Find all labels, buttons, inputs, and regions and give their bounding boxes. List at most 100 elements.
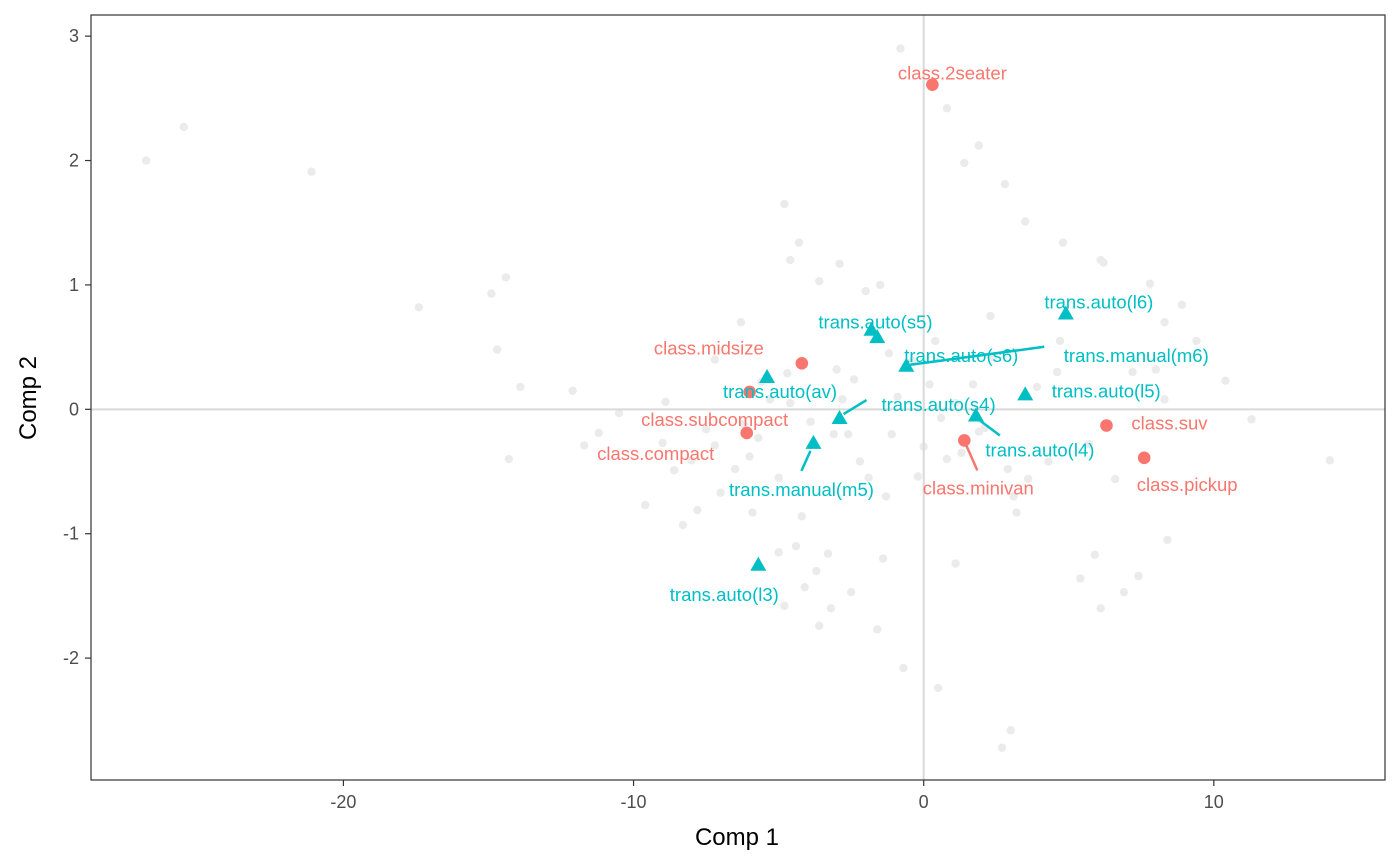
background-point <box>1160 318 1169 327</box>
background-point <box>1076 574 1085 583</box>
background-point <box>846 587 856 597</box>
background-point <box>1058 238 1068 247</box>
background-point <box>797 512 807 521</box>
point-labels: class.2seater class.midsize class.subcompa… <box>597 63 1237 605</box>
point-label: trans.auto(l4) <box>985 440 1094 461</box>
background-point <box>774 473 783 482</box>
background-point <box>736 318 746 327</box>
background-point <box>873 625 882 634</box>
background-point <box>716 488 725 497</box>
point-label: trans.auto(s6) <box>904 345 1018 366</box>
background-point <box>951 559 960 568</box>
background-point <box>829 429 838 439</box>
background-point <box>878 554 888 563</box>
background-point <box>492 345 502 354</box>
background-point <box>936 413 946 423</box>
point-label: trans.auto(l3) <box>670 584 779 605</box>
highlight-markers <box>740 78 1151 571</box>
background-point <box>179 122 189 132</box>
background-point <box>997 743 1007 752</box>
point-label: trans.manual(m5) <box>729 479 874 500</box>
background-point <box>1160 395 1169 404</box>
background-point <box>960 158 969 168</box>
background-point <box>1052 367 1062 377</box>
background-point <box>786 255 795 265</box>
background-point <box>815 276 824 286</box>
background-point <box>774 548 783 557</box>
background-point <box>1145 279 1155 288</box>
y-axis: -2 -1 0 1 2 3 <box>63 26 91 668</box>
trans-point-marker <box>863 321 880 336</box>
point-label: class.2seater <box>898 63 1007 84</box>
background-point <box>849 375 859 384</box>
background-point <box>504 454 513 464</box>
background-point <box>1032 382 1042 392</box>
background-point <box>1055 336 1065 346</box>
background-point <box>1021 217 1030 226</box>
background-point <box>1151 365 1160 374</box>
x-tick-label: 0 <box>919 792 929 812</box>
background-point <box>1192 336 1201 346</box>
background-point <box>791 541 801 551</box>
y-tick-label: 0 <box>69 399 79 419</box>
background-point <box>1221 376 1230 385</box>
point-label: class.compact <box>597 443 714 464</box>
trans-point-marker <box>898 357 915 372</box>
background-point <box>1096 255 1105 265</box>
background-point <box>925 380 934 389</box>
background-point <box>1006 726 1015 735</box>
trans-point-marker <box>1017 386 1034 401</box>
background-point <box>786 398 795 408</box>
leader-line <box>800 450 812 472</box>
y-tick-label: -2 <box>63 648 79 668</box>
background-point <box>1003 464 1013 474</box>
point-label: class.subcompact <box>641 409 788 430</box>
trans-point-marker <box>1057 305 1074 320</box>
background-point <box>1044 457 1053 466</box>
background-point <box>594 428 603 438</box>
background-point <box>907 356 917 366</box>
leader-line <box>979 419 1001 437</box>
point-label: trans.manual(m6) <box>1064 345 1209 366</box>
point-label: class.suv <box>1131 412 1208 433</box>
background-point <box>1134 571 1143 581</box>
background-point <box>580 441 589 450</box>
background-point <box>730 464 740 474</box>
trans-point-marker <box>805 434 822 449</box>
background-point <box>887 429 896 439</box>
background-point <box>974 427 984 436</box>
background-point <box>745 452 754 461</box>
background-point <box>835 259 844 268</box>
background-point <box>875 280 885 290</box>
background-point <box>640 500 650 510</box>
background-point <box>986 311 995 321</box>
trans-point-marker <box>967 407 984 422</box>
background-point <box>754 433 763 443</box>
background-point <box>687 456 696 465</box>
background-point <box>710 441 719 450</box>
y-axis-title: Comp 2 <box>15 356 42 440</box>
background-point <box>1119 587 1129 597</box>
background-point <box>1110 474 1120 484</box>
background-point <box>899 663 908 673</box>
background-point <box>855 457 865 466</box>
y-tick-label: -1 <box>63 524 79 544</box>
background-point <box>765 395 775 404</box>
background-point <box>693 505 702 515</box>
background-point <box>957 448 966 458</box>
trans-point-marker <box>750 556 767 571</box>
background-point <box>1009 492 1018 501</box>
background-point <box>823 549 833 558</box>
background-point <box>1000 179 1010 189</box>
background-point <box>501 273 511 282</box>
background-point <box>780 601 789 611</box>
background-point <box>794 238 804 247</box>
background-point <box>826 604 836 613</box>
background-point <box>864 473 873 482</box>
background-points <box>141 44 1335 752</box>
trans-point-marker <box>831 410 848 425</box>
class-point-marker <box>795 356 809 370</box>
point-label: class.pickup <box>1137 474 1238 495</box>
